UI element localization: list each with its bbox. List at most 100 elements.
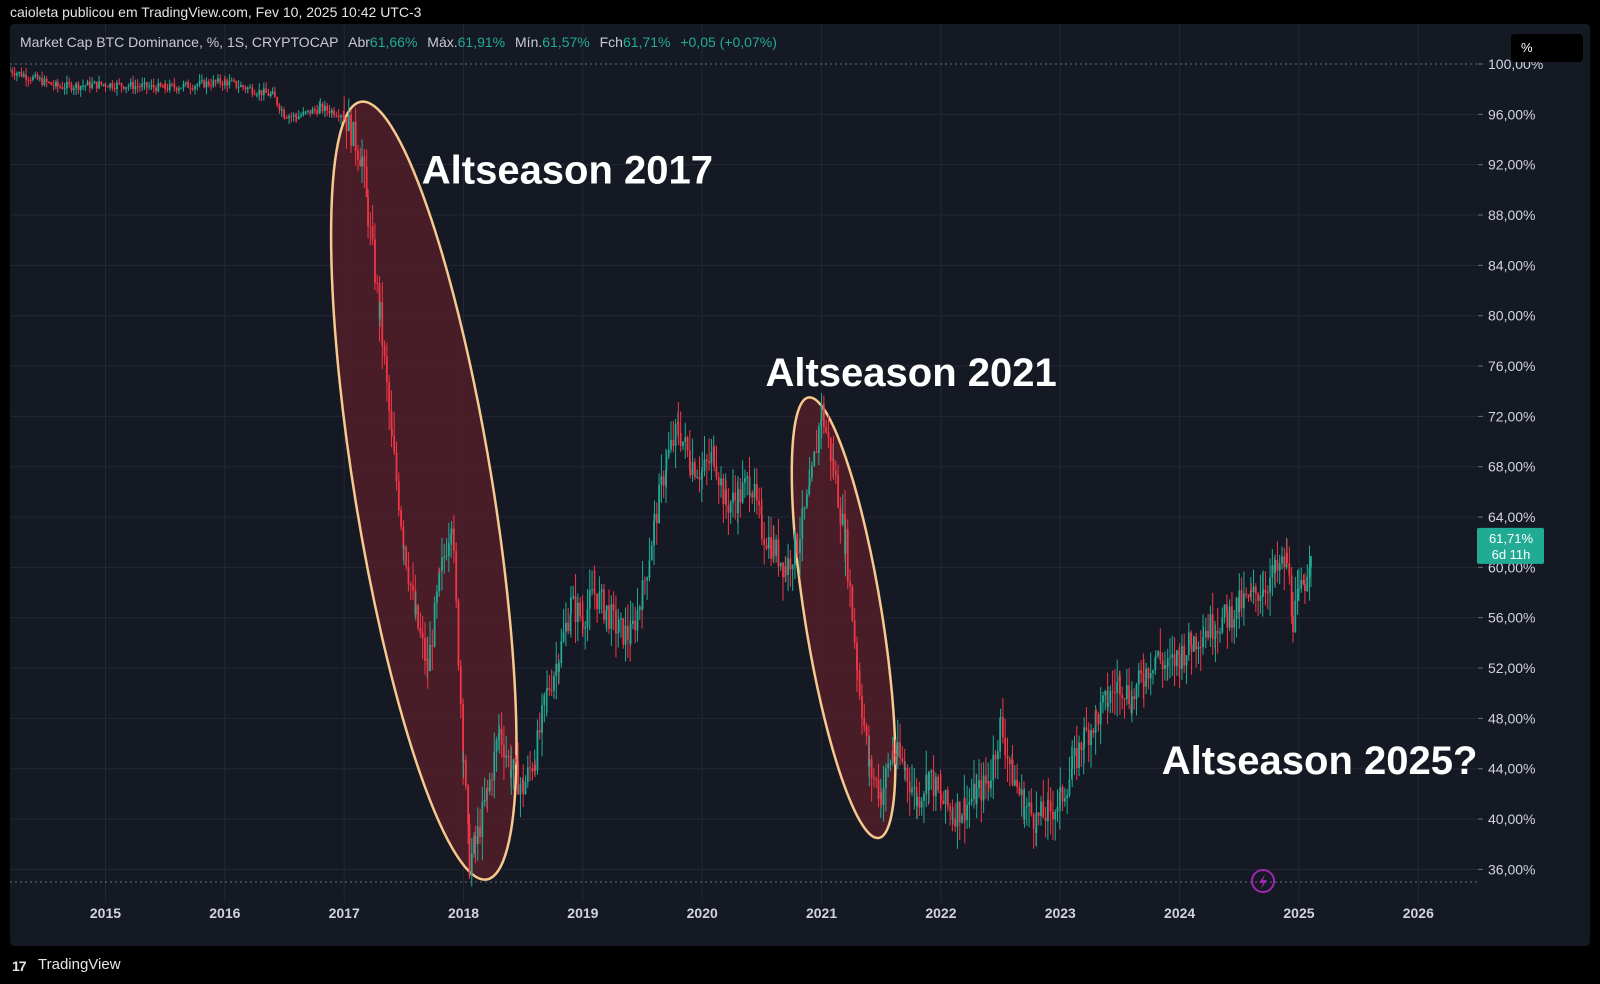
candle-body bbox=[1173, 654, 1176, 667]
candle-body bbox=[495, 739, 498, 752]
candle-body bbox=[548, 687, 551, 691]
candle-body bbox=[570, 597, 572, 615]
candle-body bbox=[1304, 584, 1306, 592]
chart-canvas[interactable]: 36,00%40,00%44,00%48,00%52,00%56,00%60,0… bbox=[10, 24, 1590, 946]
candle-body bbox=[409, 583, 412, 586]
candle-body bbox=[799, 539, 801, 553]
candle-body bbox=[129, 82, 132, 87]
candle-body bbox=[1049, 801, 1052, 812]
candle-body bbox=[1004, 737, 1007, 756]
candle-body bbox=[581, 619, 584, 629]
candle-body bbox=[82, 85, 84, 87]
candle-body bbox=[1154, 655, 1157, 658]
candle-body bbox=[761, 514, 763, 540]
candle-body bbox=[767, 537, 770, 549]
candle-body bbox=[670, 440, 672, 450]
candle-body bbox=[1310, 556, 1312, 568]
lightning-icon[interactable] bbox=[1251, 869, 1275, 893]
candle-body bbox=[109, 83, 111, 88]
candle-body bbox=[1300, 579, 1303, 589]
candle-body bbox=[223, 79, 226, 81]
candle-body bbox=[930, 770, 933, 773]
candle-body bbox=[973, 783, 975, 799]
candle-body bbox=[1054, 811, 1057, 820]
percent-scale-button[interactable]: % bbox=[1511, 34, 1583, 62]
highlight-ellipse-1[interactable] bbox=[293, 91, 555, 891]
tradingview-brand: TradingView bbox=[38, 956, 121, 973]
candle-body bbox=[72, 88, 75, 91]
candle-body bbox=[50, 82, 53, 85]
candle-body bbox=[493, 751, 496, 781]
candle-body bbox=[424, 638, 426, 661]
candle-body bbox=[191, 88, 194, 90]
candle-body bbox=[395, 452, 398, 482]
candle-body bbox=[1087, 729, 1090, 746]
last-price-countdown: 6d 11h bbox=[1492, 547, 1531, 562]
legend-high-value: 61,91% bbox=[457, 34, 506, 50]
candle-body bbox=[541, 705, 543, 733]
candle-body bbox=[650, 545, 653, 561]
candle-body bbox=[481, 802, 484, 838]
candle-body bbox=[378, 283, 381, 320]
legend-open-value: 61,66% bbox=[369, 34, 418, 50]
candle-body bbox=[235, 80, 238, 88]
candle-body bbox=[698, 477, 701, 480]
candle-body bbox=[1119, 675, 1121, 695]
candle-body bbox=[11, 70, 14, 74]
candle-body bbox=[429, 644, 431, 672]
candle-body bbox=[801, 508, 804, 540]
candle-body bbox=[849, 581, 851, 586]
candle-body bbox=[892, 750, 895, 754]
candle-body bbox=[212, 80, 215, 87]
candle-body bbox=[755, 483, 758, 501]
candle-body bbox=[1142, 681, 1145, 687]
annotation-label-3: Altseason 2025? bbox=[1162, 739, 1478, 783]
candle-body bbox=[400, 510, 402, 527]
candle-body bbox=[91, 83, 94, 89]
highlight-ellipse-2[interactable] bbox=[770, 391, 916, 844]
candle-body bbox=[958, 801, 961, 823]
percent-scale-label: % bbox=[1521, 40, 1533, 55]
candle-body bbox=[963, 798, 966, 821]
candle-body bbox=[1028, 802, 1030, 807]
candle-body bbox=[168, 83, 171, 91]
candle-body bbox=[1274, 560, 1277, 573]
candle-body bbox=[246, 87, 249, 90]
candle-body bbox=[1288, 563, 1291, 576]
candle-body bbox=[534, 764, 537, 771]
candle-body bbox=[104, 84, 107, 87]
candle-body bbox=[407, 566, 410, 584]
candle-body bbox=[1016, 779, 1019, 788]
candle-body bbox=[450, 528, 453, 535]
candle-body bbox=[686, 437, 689, 451]
candle-body bbox=[925, 774, 928, 794]
candle-body bbox=[100, 81, 103, 85]
candle-body bbox=[1269, 577, 1271, 593]
candle-body bbox=[632, 620, 634, 624]
candle-body bbox=[517, 761, 520, 795]
candle-body bbox=[586, 608, 589, 628]
candle-body bbox=[564, 622, 567, 632]
candle-body bbox=[775, 539, 778, 556]
candle-body bbox=[841, 513, 844, 525]
candle-body bbox=[529, 767, 531, 769]
candle-body bbox=[313, 108, 316, 111]
candle-body bbox=[829, 437, 832, 461]
candle-body bbox=[59, 86, 61, 88]
candle-body bbox=[1056, 807, 1059, 812]
candle-body bbox=[77, 83, 80, 90]
candle-body bbox=[906, 767, 909, 782]
candle-body bbox=[343, 116, 346, 118]
candle-body bbox=[1228, 606, 1231, 628]
candle-body bbox=[474, 835, 477, 844]
candle-body bbox=[210, 85, 212, 87]
candle-body bbox=[951, 818, 954, 820]
candle-body bbox=[118, 82, 121, 84]
candle-body bbox=[1061, 786, 1064, 802]
candle-body bbox=[1068, 779, 1071, 796]
candle-body bbox=[262, 88, 265, 96]
candle-body bbox=[330, 110, 333, 114]
x-tick-label: 2021 bbox=[806, 905, 837, 921]
candle-body bbox=[106, 86, 109, 88]
candle-body bbox=[421, 632, 424, 639]
